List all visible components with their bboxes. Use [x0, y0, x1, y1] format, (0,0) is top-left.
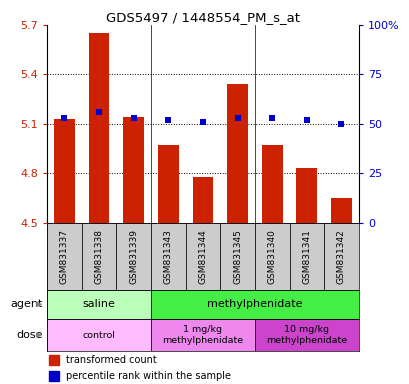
- Bar: [157, 145, 178, 223]
- Text: GSM831340: GSM831340: [267, 229, 276, 284]
- Title: GDS5497 / 1448554_PM_s_at: GDS5497 / 1448554_PM_s_at: [106, 11, 299, 24]
- Bar: [123, 117, 144, 223]
- Text: dose: dose: [16, 330, 43, 340]
- Text: GSM831345: GSM831345: [232, 229, 241, 284]
- Text: GSM831344: GSM831344: [198, 229, 207, 284]
- Text: GSM831337: GSM831337: [60, 229, 69, 284]
- Bar: [324, 223, 358, 290]
- Bar: [116, 223, 151, 290]
- Text: control: control: [83, 331, 115, 339]
- Point: [234, 115, 240, 121]
- Text: GSM831338: GSM831338: [94, 229, 103, 284]
- Bar: [151, 290, 358, 319]
- Point: [61, 115, 67, 121]
- Text: 10 mg/kg
methylphenidate: 10 mg/kg methylphenidate: [265, 325, 346, 345]
- Text: saline: saline: [83, 299, 115, 310]
- Bar: [261, 145, 282, 223]
- Bar: [54, 119, 75, 223]
- Point: [96, 109, 102, 115]
- Bar: [47, 290, 151, 319]
- Text: 1 mg/kg
methylphenidate: 1 mg/kg methylphenidate: [162, 325, 243, 345]
- Bar: [49, 371, 59, 381]
- Bar: [289, 223, 324, 290]
- Bar: [227, 84, 247, 223]
- Bar: [151, 319, 254, 351]
- Bar: [49, 355, 59, 366]
- Text: agent: agent: [11, 299, 43, 310]
- Text: methylphenidate: methylphenidate: [207, 299, 302, 310]
- Bar: [47, 319, 151, 351]
- Text: GSM831343: GSM831343: [164, 229, 173, 284]
- Text: GSM831342: GSM831342: [336, 229, 345, 284]
- Text: percentile rank within the sample: percentile rank within the sample: [65, 371, 230, 381]
- Bar: [254, 319, 358, 351]
- Bar: [185, 223, 220, 290]
- Bar: [81, 223, 116, 290]
- Bar: [192, 177, 213, 223]
- Text: GSM831339: GSM831339: [129, 229, 138, 284]
- Bar: [220, 223, 254, 290]
- Bar: [254, 223, 289, 290]
- Bar: [47, 223, 81, 290]
- Bar: [296, 168, 317, 223]
- Text: GSM831341: GSM831341: [301, 229, 310, 284]
- Bar: [151, 223, 185, 290]
- Point: [268, 115, 275, 121]
- Point: [165, 117, 171, 123]
- Point: [130, 115, 137, 121]
- Bar: [88, 33, 109, 223]
- Text: transformed count: transformed count: [65, 356, 156, 366]
- Point: [337, 121, 344, 127]
- Point: [303, 117, 309, 123]
- Bar: [330, 198, 351, 223]
- Point: [199, 119, 206, 125]
